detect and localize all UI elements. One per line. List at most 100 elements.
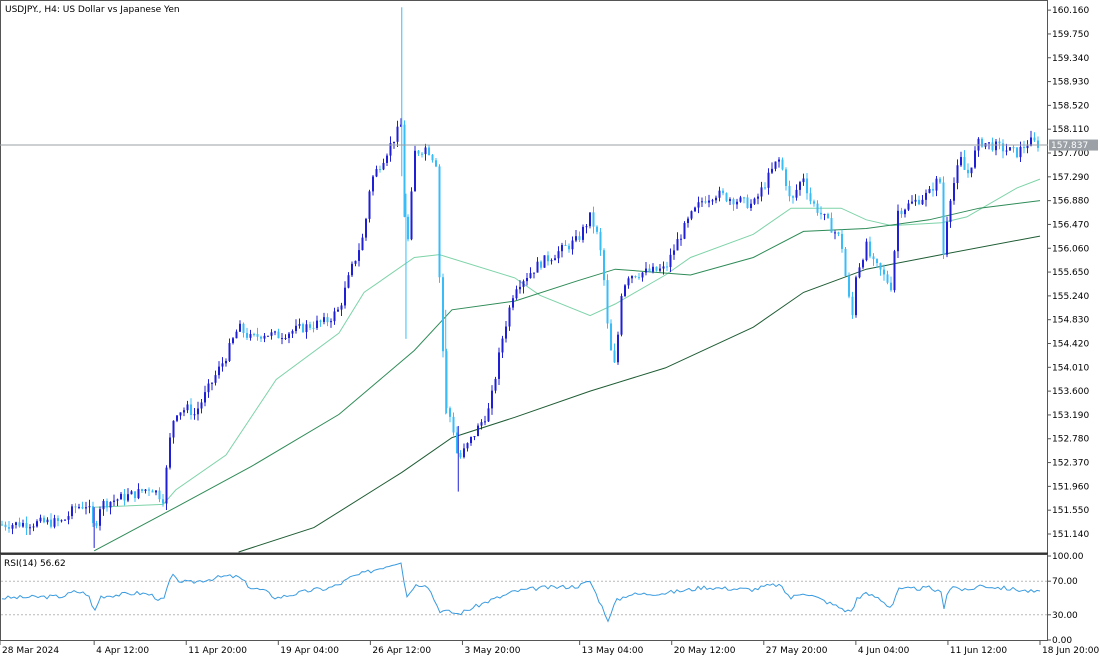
candle-body — [319, 320, 322, 322]
bull-candle — [281, 332, 283, 345]
bear-candle — [81, 501, 84, 510]
candle-body — [953, 183, 955, 201]
bull-candle — [386, 153, 388, 166]
bull-candle — [960, 151, 962, 167]
candle-body — [823, 213, 826, 215]
bear-candle — [417, 149, 420, 157]
candle-body — [71, 506, 73, 517]
bull-candle — [571, 236, 574, 255]
candle-body — [827, 213, 829, 219]
bull-candle — [316, 315, 318, 330]
candle-body — [169, 437, 171, 468]
rsi-tick-label: 0.00 — [1052, 636, 1072, 646]
bear-candle — [1037, 136, 1039, 152]
bear-candle — [148, 487, 150, 497]
candle-body — [645, 268, 647, 273]
candle-body — [123, 493, 126, 501]
candle-body — [757, 196, 759, 199]
bear-candle — [704, 196, 707, 204]
bull-candle — [193, 407, 196, 420]
bear-candle — [540, 260, 542, 270]
bull-candle — [757, 193, 759, 205]
candle-body — [463, 448, 465, 458]
candle-body — [92, 506, 94, 524]
bull-candle — [645, 261, 647, 276]
candle-body — [200, 402, 203, 409]
bear-candle — [610, 319, 612, 351]
bull-candle — [358, 243, 360, 267]
bull-candle — [32, 523, 35, 532]
candle-body — [382, 162, 385, 170]
candle-body — [498, 352, 500, 379]
candle-body — [15, 522, 17, 526]
bull-candle — [925, 189, 927, 207]
candle-body — [162, 499, 164, 504]
bull-candle — [736, 198, 738, 209]
bear-candle — [841, 229, 843, 253]
candle-body — [379, 169, 381, 171]
candle-body — [78, 506, 80, 508]
bear-candle — [809, 187, 812, 205]
candle-body — [988, 142, 990, 144]
candle-body — [736, 201, 738, 205]
bull-candle — [200, 399, 203, 414]
candle-body — [932, 188, 934, 191]
price-tick-label: 160.160 — [1052, 6, 1089, 16]
candle-body — [781, 159, 784, 170]
candle-body — [610, 323, 612, 351]
bull-candle — [718, 186, 721, 202]
bull-candle — [64, 519, 66, 521]
bull-candle — [284, 334, 287, 341]
candle-body — [963, 157, 966, 170]
bull-candle — [169, 433, 171, 470]
candle-body — [578, 236, 581, 240]
price-tick-label: 156.060 — [1052, 244, 1089, 254]
candle-body — [774, 161, 777, 169]
candle-body — [1033, 137, 1036, 141]
rsi-tick-label: 70.00 — [1052, 577, 1078, 587]
candle-body — [361, 237, 364, 251]
candle-body — [785, 169, 787, 186]
bull-candle — [144, 489, 147, 494]
candle-body — [466, 443, 469, 449]
bull-candle — [179, 412, 182, 420]
candle-body — [547, 255, 549, 262]
candle-body — [519, 286, 521, 290]
candle-body — [351, 263, 353, 276]
rsi-tick-label: 30.00 — [1052, 611, 1078, 621]
bull-candle — [172, 420, 175, 444]
candle-body — [862, 260, 864, 268]
candle-body — [522, 281, 525, 287]
candle-body — [767, 172, 770, 188]
bull-candle — [673, 244, 675, 260]
candle-body — [337, 309, 339, 312]
bull-candle — [53, 514, 56, 529]
candle-body — [897, 210, 899, 252]
bull-candle — [631, 275, 633, 284]
price-tick-label: 154.420 — [1052, 339, 1089, 349]
candle-body — [512, 298, 514, 308]
rsi-line — [1, 562, 1041, 623]
candle-body — [1016, 147, 1018, 158]
bear-candle — [246, 327, 248, 340]
candle-body — [669, 254, 672, 268]
price-tick-label: 152.370 — [1052, 459, 1089, 469]
candle-body — [130, 491, 133, 495]
bear-candle — [848, 272, 850, 299]
candle-body — [1002, 143, 1004, 152]
candle-body — [484, 421, 486, 423]
candle-body — [998, 141, 1001, 144]
price-tick-label: 152.780 — [1052, 435, 1089, 445]
bull-candle — [512, 295, 514, 311]
bull-candle — [120, 492, 122, 500]
bull-candle — [533, 272, 535, 279]
candle-body — [596, 226, 598, 232]
bull-candle — [337, 306, 339, 313]
main-pane-frame — [0, 0, 1048, 554]
bull-candle — [39, 514, 42, 523]
bear-candle — [319, 319, 322, 327]
bull-candle — [554, 254, 556, 261]
bull-candle — [494, 376, 497, 394]
